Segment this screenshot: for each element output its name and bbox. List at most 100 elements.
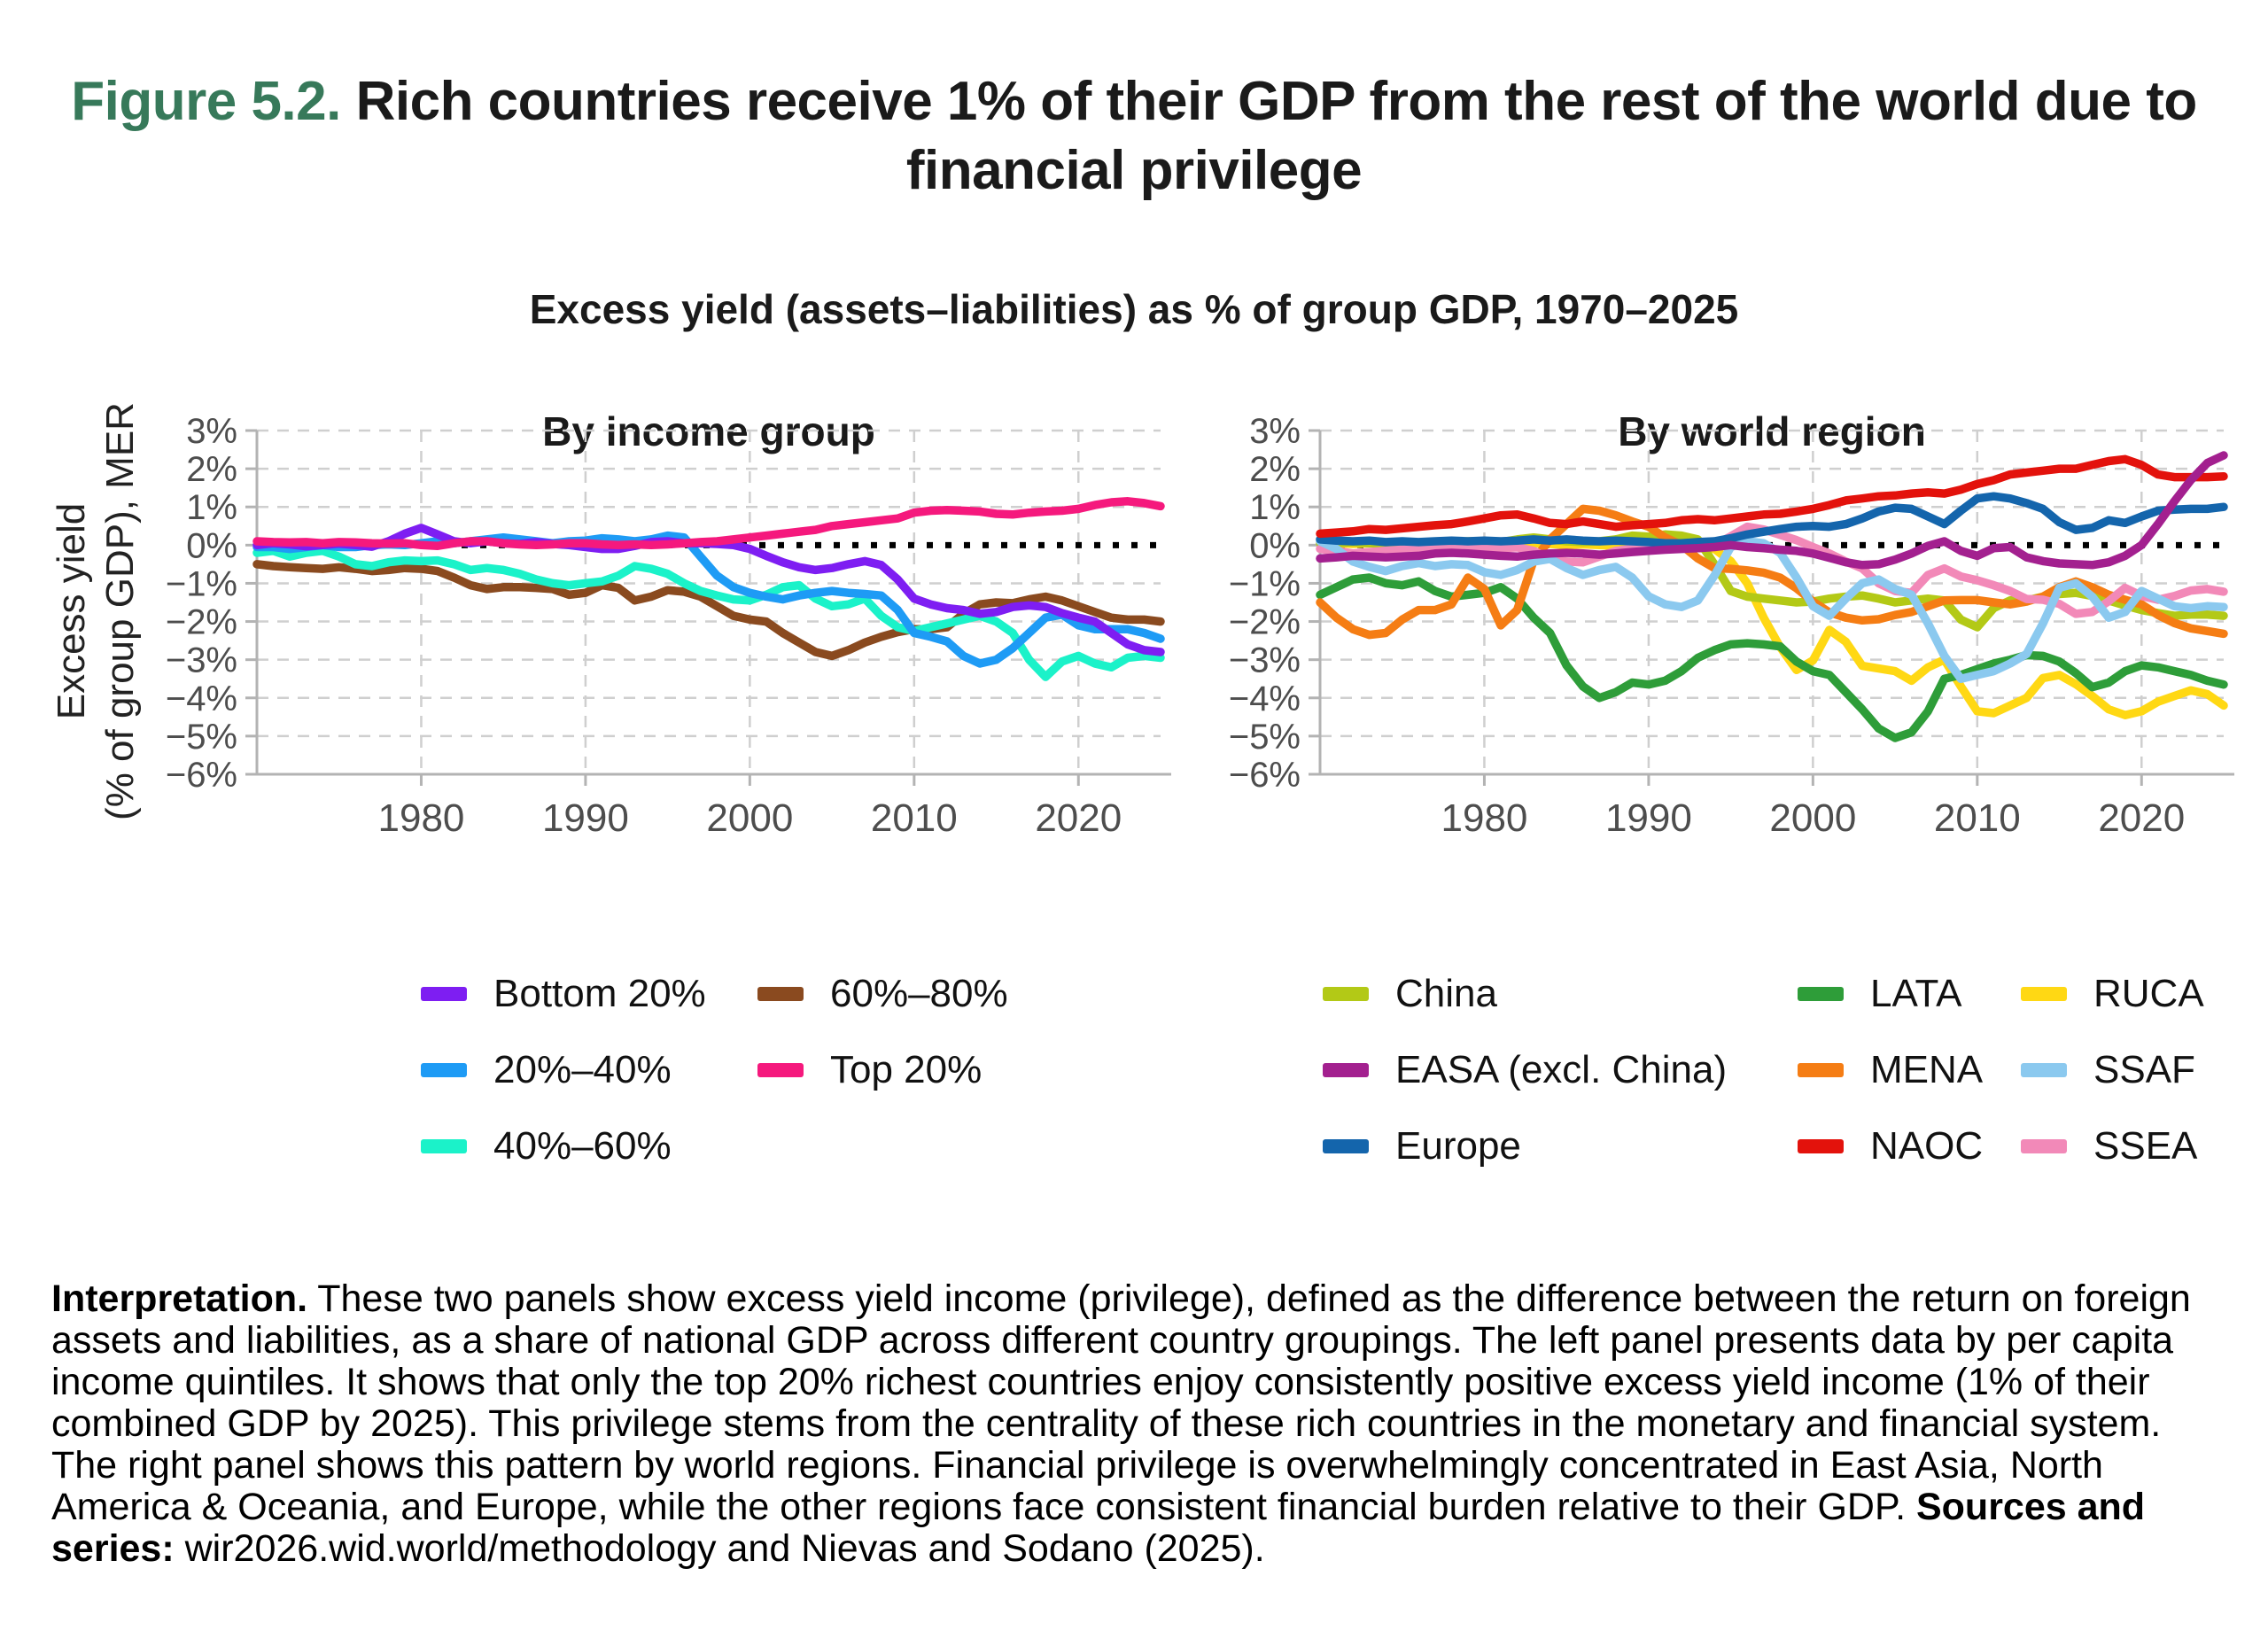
legend-swatch-icon (757, 1063, 804, 1077)
y-tick-label: 2% (1249, 450, 1301, 489)
legend-swatch-icon (2021, 1063, 2067, 1077)
y-tick-label: 1% (1249, 488, 1301, 527)
series-line-40-60- (252, 547, 1165, 681)
legend-label: Europe (1395, 1124, 1521, 1168)
legend-column: 60%–80% Top 20% (757, 972, 1008, 1091)
legend-label: China (1395, 972, 1497, 1015)
legend-label: 40%–60% (493, 1124, 672, 1168)
y-tick-label: 2% (186, 450, 237, 489)
sources-label: Sources and series: (51, 1486, 2146, 1570)
interpretation-text: Interpretation. These two panels show ex… (51, 1278, 2224, 1570)
x-tick-label: 1980 (378, 796, 465, 840)
y-tick-label: −3% (1229, 641, 1301, 680)
legend-income-group: Bottom 20% 20%–40% 40%–60% 60%–80% Top 20% (421, 972, 1218, 1176)
legend-swatch-icon (421, 1063, 467, 1077)
income-group-chart: 3%2%1%0%−1%−2%−3%−4%−5%−6% 1980 1990 2000 20… (166, 416, 1171, 840)
legend-swatch-icon (1798, 1063, 1844, 1077)
legend-label: Top 20% (830, 1048, 983, 1091)
y-tick-label: −4% (166, 679, 237, 718)
y-tick-label: 3% (1249, 416, 1301, 451)
x-tick-label: 2000 (706, 796, 793, 840)
legend-label: SSAF (2093, 1048, 2195, 1091)
series-line-lata (1316, 573, 2228, 742)
legend-world-region: China EASA (excl. China) Europe LATA MENA NAO… (1323, 972, 2262, 1176)
legend-item: Bottom 20% (421, 972, 706, 1015)
series-line-europe (1316, 492, 2228, 547)
x-tick-label: 2020 (1035, 796, 1122, 840)
legend-swatch-icon (757, 987, 804, 1001)
legend-item: Top 20% (757, 1048, 1008, 1091)
y-tick-label: −6% (166, 756, 237, 795)
legend-item: RUCA (2021, 972, 2204, 1015)
legend-item: LATA (1798, 972, 1983, 1015)
y-tick-label: 3% (186, 416, 237, 451)
figure-title-text: Rich countries receive 1% of their GDP f… (340, 70, 2198, 201)
y-tick-label: −5% (166, 718, 237, 757)
legend-item: NAOC (1798, 1124, 1984, 1168)
legend-swatch-icon (1798, 1139, 1844, 1153)
series-line-60-80- (252, 560, 1165, 661)
chart-subtitle: Excess yield (assets–liabilities) as % o… (529, 286, 1739, 332)
x-tick-label: 1980 (1441, 796, 1528, 840)
y-tick-label: 0% (186, 526, 237, 565)
x-tick-label: 2020 (2098, 796, 2185, 840)
legend-swatch-icon (1323, 1063, 1369, 1077)
legend-item: 40%–60% (421, 1124, 706, 1168)
y-tick-label: 1% (186, 488, 237, 527)
y-axis-label: Excess yield (% of group GDP), MER (47, 402, 144, 820)
legend-item: Europe (1323, 1124, 1727, 1168)
legend-swatch-icon (1323, 987, 1369, 1001)
y-tick-label: 0% (1249, 526, 1301, 565)
y-axis-label-line1: Excess yield (50, 502, 93, 720)
legend-swatch-icon (1798, 987, 1844, 1001)
legend-label: RUCA (2093, 972, 2204, 1015)
y-tick-label: −3% (166, 641, 237, 680)
series-line-easa-excl-china- (1316, 451, 2228, 570)
legend-column: RUCA SSAF SSEA (2021, 972, 2204, 1168)
x-tick-label: 1990 (542, 796, 629, 840)
y-tick-label: −1% (166, 564, 237, 603)
legend-swatch-icon (421, 1139, 467, 1153)
y-tick-label: −2% (166, 603, 237, 642)
legend-column: Bottom 20% 20%–40% 40%–60% (421, 972, 706, 1168)
series-line-naoc (1316, 454, 2228, 539)
sources-body: wir2026.wid.world/methodology and Nievas… (174, 1527, 1265, 1570)
legend-label: 20%–40% (493, 1048, 672, 1091)
y-tick-label: −5% (1229, 718, 1301, 757)
x-tick-label: 2010 (1934, 796, 2021, 840)
legend-item: EASA (excl. China) (1323, 1048, 1728, 1091)
legend-item: 20%–40% (421, 1048, 706, 1091)
legend-swatch-icon (1323, 1139, 1369, 1153)
legend-label: SSEA (2093, 1124, 2198, 1168)
interpretation-label: Interpretation. (51, 1277, 308, 1320)
figure-title: Figure 5.2. Rich countries receive 1% of… (35, 67, 2233, 206)
legend-label: LATA (1870, 972, 1962, 1015)
legend-swatch-icon (2021, 1139, 2067, 1153)
y-tick-label: −4% (1229, 679, 1301, 718)
x-tick-label: 1990 (1605, 796, 1692, 840)
x-tick-label: 2000 (1769, 796, 1856, 840)
figure-number: Figure 5.2. (71, 70, 341, 132)
legend-swatch-icon (2021, 987, 2067, 1001)
legend-column: China EASA (excl. China) Europe (1323, 972, 1728, 1168)
y-tick-label: −6% (1229, 756, 1301, 795)
legend-label: NAOC (1870, 1124, 1984, 1168)
interpretation-body: These two panels show excess yield incom… (51, 1277, 2191, 1528)
x-tick-label: 2010 (871, 796, 958, 840)
legend-label: MENA (1870, 1048, 1984, 1091)
legend-swatch-icon (421, 987, 467, 1001)
legend-label: Bottom 20% (493, 972, 706, 1015)
y-tick-label: −2% (1229, 603, 1301, 642)
y-axis-label-line2: (% of group GDP), MER (98, 402, 142, 820)
legend-label: 60%–80% (830, 972, 1008, 1015)
world-region-chart: 3%2%1%0%−1%−2%−3%−4%−5%−6% 1980 1990 2000 20… (1229, 416, 2234, 840)
legend-item: MENA (1798, 1048, 1984, 1091)
legend-item: China (1323, 972, 1727, 1015)
series-line-top-20- (252, 497, 1165, 550)
legend-item: SSEA (2021, 1124, 2204, 1168)
y-tick-label: −1% (1229, 564, 1301, 603)
legend-label: EASA (excl. China) (1395, 1048, 1728, 1091)
legend-column: LATA MENA NAOC (1798, 972, 1984, 1168)
legend-item: SSAF (2021, 1048, 2204, 1091)
